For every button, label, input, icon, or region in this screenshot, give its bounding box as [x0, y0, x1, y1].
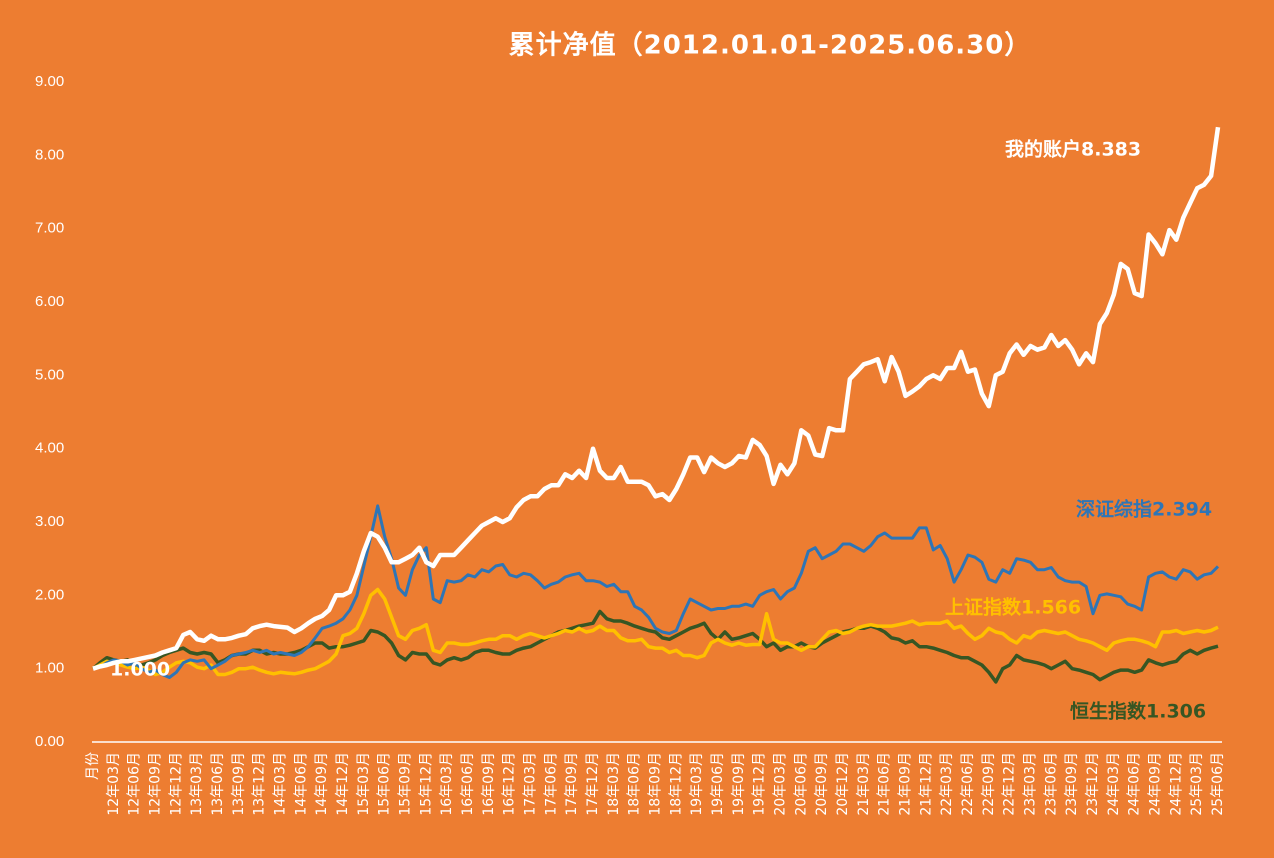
- x-tick-label: 20年09月: [814, 752, 830, 816]
- x-tick-label: 22年12月: [1002, 752, 1018, 816]
- x-tick-label: 21年03月: [856, 752, 872, 816]
- y-tick-label: 9.00: [35, 73, 64, 90]
- x-tick-label: 22年06月: [960, 752, 976, 816]
- y-tick-label: 3.00: [35, 513, 64, 530]
- x-tick-label: 17年09月: [564, 752, 580, 816]
- x-tick-label: 16年09月: [481, 752, 497, 816]
- x-tick-label: 13年09月: [231, 752, 247, 816]
- x-tick-label: 18年06月: [627, 752, 643, 816]
- x-tick-label: 15年03月: [356, 752, 372, 816]
- x-tick-label: 24年09月: [1148, 752, 1164, 816]
- x-tick-label: 24年03月: [1106, 752, 1122, 816]
- x-tick-label: 13年03月: [189, 752, 205, 816]
- x-tick-label: 20年03月: [773, 752, 789, 816]
- x-tick-label: 19年09月: [731, 752, 747, 816]
- x-tick-label: 17年12月: [585, 752, 601, 816]
- x-tick-label: 15年06月: [377, 752, 393, 816]
- series-line: [92, 504, 1220, 679]
- x-tick-label: 14年09月: [314, 752, 330, 816]
- x-tick-label: 25年06月: [1210, 752, 1226, 816]
- x-tick-label: 24年12月: [1168, 752, 1184, 816]
- x-tick-label: 12年03月: [106, 752, 122, 816]
- x-tick-label: 12年09月: [148, 752, 164, 816]
- x-tick-label: 13年12月: [252, 752, 268, 816]
- x-tick-label: 16年06月: [460, 752, 476, 816]
- x-tick-label: 12年06月: [127, 752, 143, 816]
- x-tick-label: 18年03月: [606, 752, 622, 816]
- y-tick-label: 6.00: [35, 293, 64, 310]
- x-tick-label: 月份: [85, 752, 101, 780]
- series-line: [92, 587, 1219, 677]
- x-tick-label: 16年12月: [502, 752, 518, 816]
- x-tick-label: 18年09月: [648, 752, 664, 816]
- x-tick-label: 14年12月: [335, 752, 351, 816]
- series-label: 上证指数1.566: [945, 596, 1081, 619]
- x-tick-label: 19年12月: [752, 752, 768, 816]
- x-tick-label: 12年12月: [168, 752, 184, 816]
- x-tick-label: 23年09月: [1064, 752, 1080, 816]
- x-tick-label: 23年03月: [1023, 752, 1039, 816]
- y-tick-label: 0.00: [35, 733, 64, 750]
- x-tick-label: 24年06月: [1127, 752, 1143, 816]
- series-label: 恒生指数1.306: [1070, 700, 1206, 723]
- x-tick-label: 19年03月: [689, 752, 705, 816]
- x-tick-label: 17年06月: [543, 752, 559, 816]
- x-tick-label: 21年06月: [877, 752, 893, 816]
- y-tick-label: 1.00: [35, 660, 64, 677]
- annotation: 1.000: [110, 659, 170, 681]
- x-tick-label: 20年12月: [835, 752, 851, 816]
- series-label: 深证综指2.394: [1076, 498, 1212, 521]
- x-tick-label: 23年06月: [1043, 752, 1059, 816]
- x-tick-label: 20年06月: [793, 752, 809, 816]
- series-line: [92, 126, 1221, 671]
- x-tick-label: 15年09月: [398, 752, 414, 816]
- x-tick-label: 14年06月: [293, 752, 309, 816]
- y-tick-label: 7.00: [35, 220, 64, 237]
- y-tick-label: 2.00: [35, 586, 64, 603]
- series-label: 我的账户8.383: [1005, 138, 1141, 161]
- x-tick-label: 14年03月: [273, 752, 289, 816]
- y-tick-label: 5.00: [35, 366, 64, 383]
- x-tick-label: 21年09月: [898, 752, 914, 816]
- x-tick-label: 23年12月: [1085, 752, 1101, 816]
- x-tick-label: 22年09月: [981, 752, 997, 816]
- x-tick-label: 18年12月: [668, 752, 684, 816]
- x-tick-label: 21年12月: [918, 752, 934, 816]
- x-tick-label: 17年03月: [523, 752, 539, 816]
- x-tick-label: 16年03月: [439, 752, 455, 816]
- x-tick-label: 22年03月: [939, 752, 955, 816]
- y-tick-label: 8.00: [35, 146, 64, 163]
- x-tick-label: 25年03月: [1189, 752, 1205, 816]
- y-tick-label: 4.00: [35, 440, 64, 457]
- x-tick-label: 13年06月: [210, 752, 226, 816]
- x-tick-label: 19年06月: [710, 752, 726, 816]
- chart-title: 累计净值（2012.01.01-2025.06.30）: [509, 31, 1032, 61]
- x-tick-label: 15年12月: [418, 752, 434, 816]
